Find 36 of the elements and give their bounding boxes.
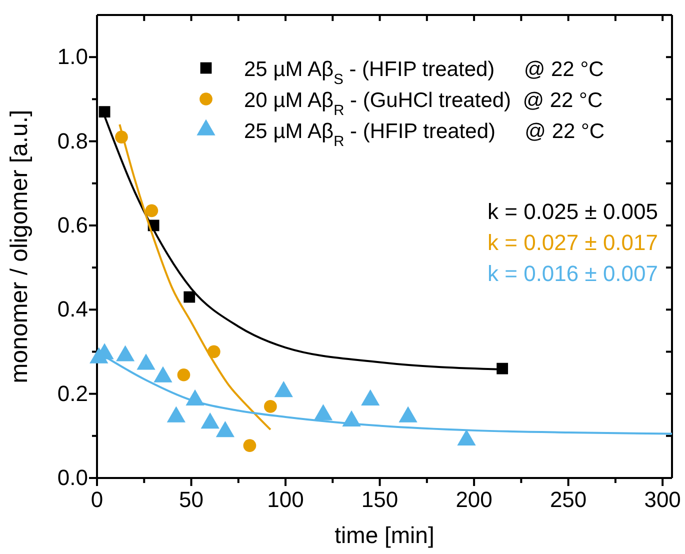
y-tick-label: 0.8 [57,128,88,154]
annotation: k = 0.027 ± 0.017 [488,230,658,255]
annotation: k = 0.016 ± 0.007 [488,261,658,286]
x-tick-label: 0 [90,486,104,512]
y-tick-label: 0.0 [57,465,88,490]
x-tick-label: 150 [361,486,398,512]
x-tick-label: 50 [179,486,204,512]
x-tick-label: 250 [550,486,587,512]
x-tick-label: 200 [456,486,492,512]
point [361,389,380,406]
point [184,291,196,303]
x-axis-title: time [min] [334,522,434,548]
legend-label: 20 µM Aβ$_{R}$ - (GuHCl treated) @ 22 °C [244,89,603,119]
legend-label: 25 µM Aβ$_{R}$ - (HFIP treated) @ 22 °C [244,120,605,150]
point [398,406,418,422]
y-tick-label: 1.0 [57,44,88,70]
point [216,420,235,438]
point [166,406,186,422]
y-axis-title: monomer / oligomer [a.u.] [6,110,33,384]
point [145,204,158,218]
y-tick-label: 0.4 [57,296,88,322]
point [200,412,220,429]
legend-label: 25 µM Aβ$_{S}$ - (HFIP treated) @ 22 °C [244,58,604,88]
annotation: k = 0.025 ± 0.005 [488,199,658,224]
x-tick-label: 300 [644,486,681,512]
point [136,354,156,370]
point [98,106,110,118]
point [314,404,333,420]
point [274,380,293,398]
point [154,366,172,382]
y-tick-label: 0.6 [57,212,88,238]
y-tick-label: 0.2 [57,380,88,406]
point [457,429,476,446]
x-tick-label: 100 [267,486,304,512]
line-series [118,123,272,431]
point [116,345,135,362]
